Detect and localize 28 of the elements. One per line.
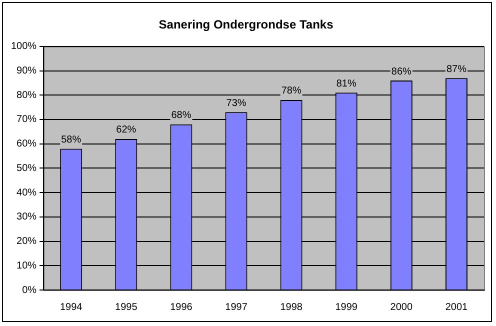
y-tick-label: 10%	[16, 260, 37, 272]
x-tick-label: 1998	[280, 302, 303, 313]
y-tick-label: 80%	[16, 90, 37, 101]
y-tick-label: 0%	[22, 284, 37, 296]
y-tick-label: 40%	[16, 187, 37, 198]
data-label: 68%	[171, 110, 192, 122]
y-tick-label: 20%	[16, 236, 37, 248]
y-tick-label: 60%	[16, 138, 37, 150]
data-label: 78%	[281, 86, 302, 97]
data-label: 58%	[61, 134, 82, 146]
x-tick-label: 2001	[445, 302, 468, 313]
chart-title: Sanering Ondergrondse Tanks	[158, 18, 334, 32]
data-label: 73%	[226, 98, 246, 109]
y-tick-label: 100%	[11, 41, 37, 52]
x-tick-label: 1999	[335, 302, 358, 313]
x-tick-label: 1996	[170, 302, 193, 313]
data-label: 86%	[391, 66, 412, 78]
data-label: 87%	[446, 64, 467, 75]
data-label: 81%	[336, 78, 356, 90]
x-tick-label: 1997	[225, 302, 248, 313]
data-label: 62%	[116, 124, 136, 136]
y-tick-label: 90%	[16, 66, 37, 77]
x-tick-label: 1994	[60, 302, 83, 313]
x-tick-label: 2000	[390, 302, 413, 313]
y-tick-label: 50%	[16, 162, 37, 174]
x-tick-label: 1995	[115, 302, 138, 313]
y-tick-label: 70%	[16, 114, 37, 126]
y-tick-label: 30%	[16, 212, 37, 223]
